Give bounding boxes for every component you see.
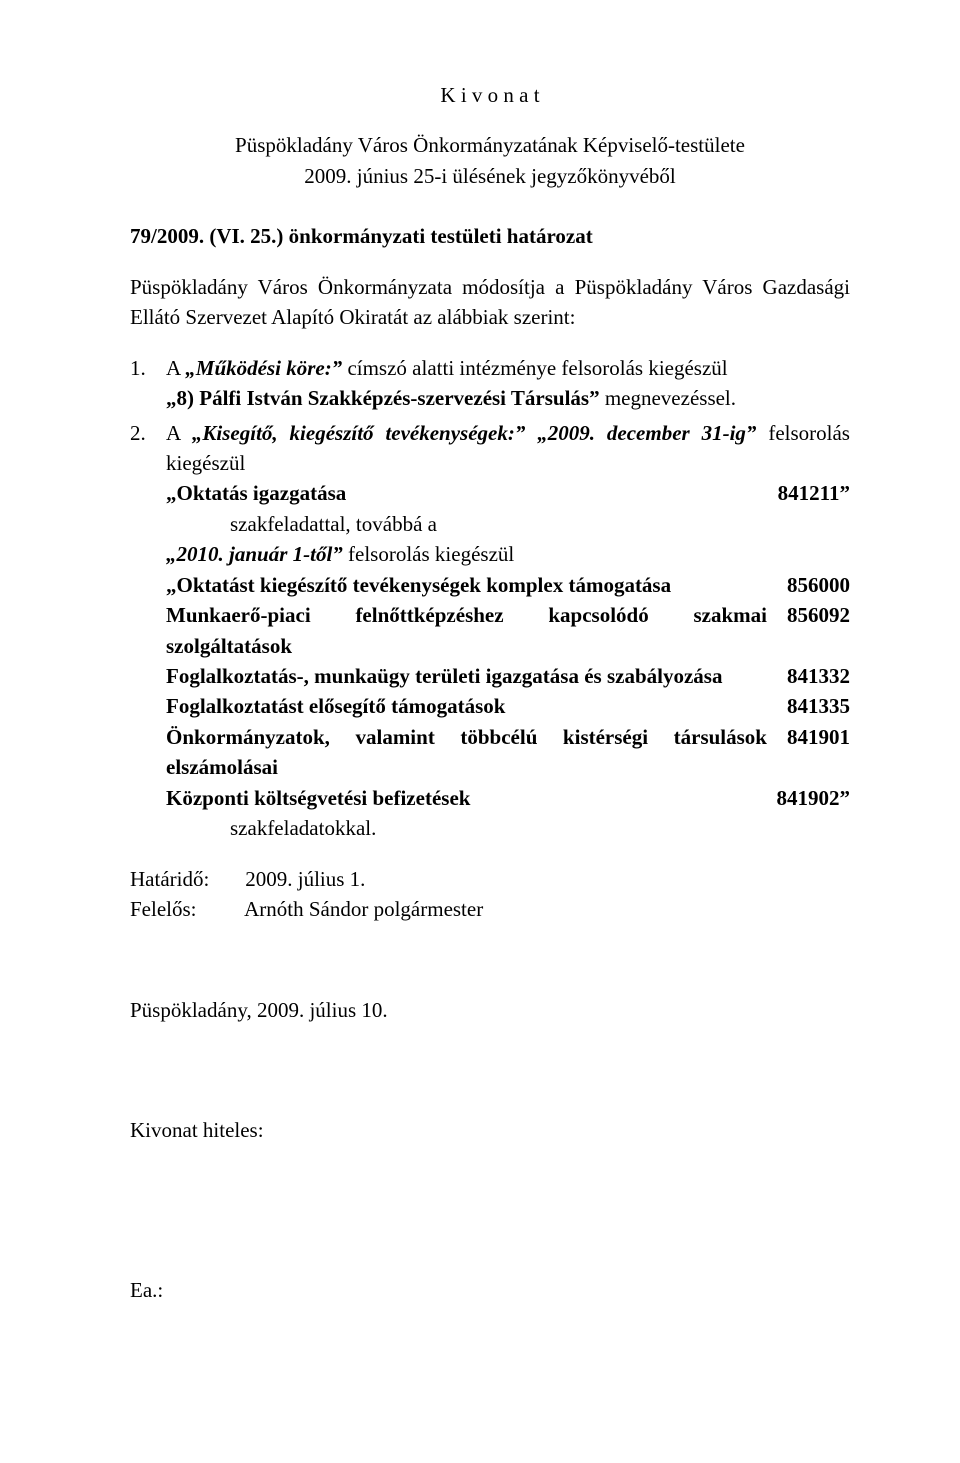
header-line1: Püspökladány Város Önkormányzatának Képv… [130, 130, 850, 160]
sub-line-2: „2010. január 1-től” felsorolás kiegészü… [166, 539, 850, 569]
list-num-1: 1. [130, 353, 166, 414]
doc-header: K i v o n a t Püspökladány Város Önkormá… [130, 80, 850, 191]
header-line2: 2009. június 25-i ülésének jegyzőkönyvéb… [130, 161, 850, 191]
responsible-row: Felelős: Arnóth Sándor polgármester [130, 894, 850, 924]
amendment-list: 1. A „Működési köre:” címszó alatti inté… [130, 353, 850, 844]
decision-number: 79/2009. (VI. 25.) önkormányzati testüle… [130, 221, 850, 251]
code-row: Foglalkoztatás-, munkaügy területi igazg… [166, 661, 850, 691]
place-date: Püspökladány, 2009. július 10. [130, 995, 850, 1025]
ea-label: Ea.: [130, 1275, 850, 1305]
list-item-1: 1. A „Működési köre:” címszó alatti inté… [130, 353, 850, 414]
code-row: „Oktatást kiegészítő tevékenységek kompl… [166, 570, 850, 600]
deadline-row: Határidő: 2009. július 1. [130, 864, 850, 894]
list-body-1: A „Működési köre:” címszó alatti intézmé… [166, 353, 850, 414]
code-row: Foglalkoztatást elősegítő támogatások 84… [166, 691, 850, 721]
deadline-block: Határidő: 2009. július 1. Felelős: Arnót… [130, 864, 850, 925]
code-row: Munkaerő-piaci felnőttképzéshez kapcsoló… [166, 600, 850, 661]
list-item-2: 2. A „Kisegítő, kiegészítő tevékenységek… [130, 418, 850, 844]
closing-szakfeladatokkal: szakfeladatokkal. [166, 813, 850, 843]
kivonat-title: K i v o n a t [130, 80, 850, 110]
code-row: Önkormányzatok, valamint többcélú kistér… [166, 722, 850, 783]
code-row: Központi költségvetési befizetések 84190… [166, 783, 850, 813]
intro-paragraph: Püspökladány Város Önkormányzata módosít… [130, 272, 850, 333]
sub-line-1: szakfeladattal, továbbá a [166, 509, 850, 539]
row-oktatas: „Oktatás igazgatása 841211” [166, 478, 850, 508]
kivonat-hiteles: Kivonat hiteles: [130, 1115, 850, 1145]
list-body-2: A „Kisegítő, kiegészítő tevékenységek:” … [166, 418, 850, 844]
list-num-2: 2. [130, 418, 166, 844]
